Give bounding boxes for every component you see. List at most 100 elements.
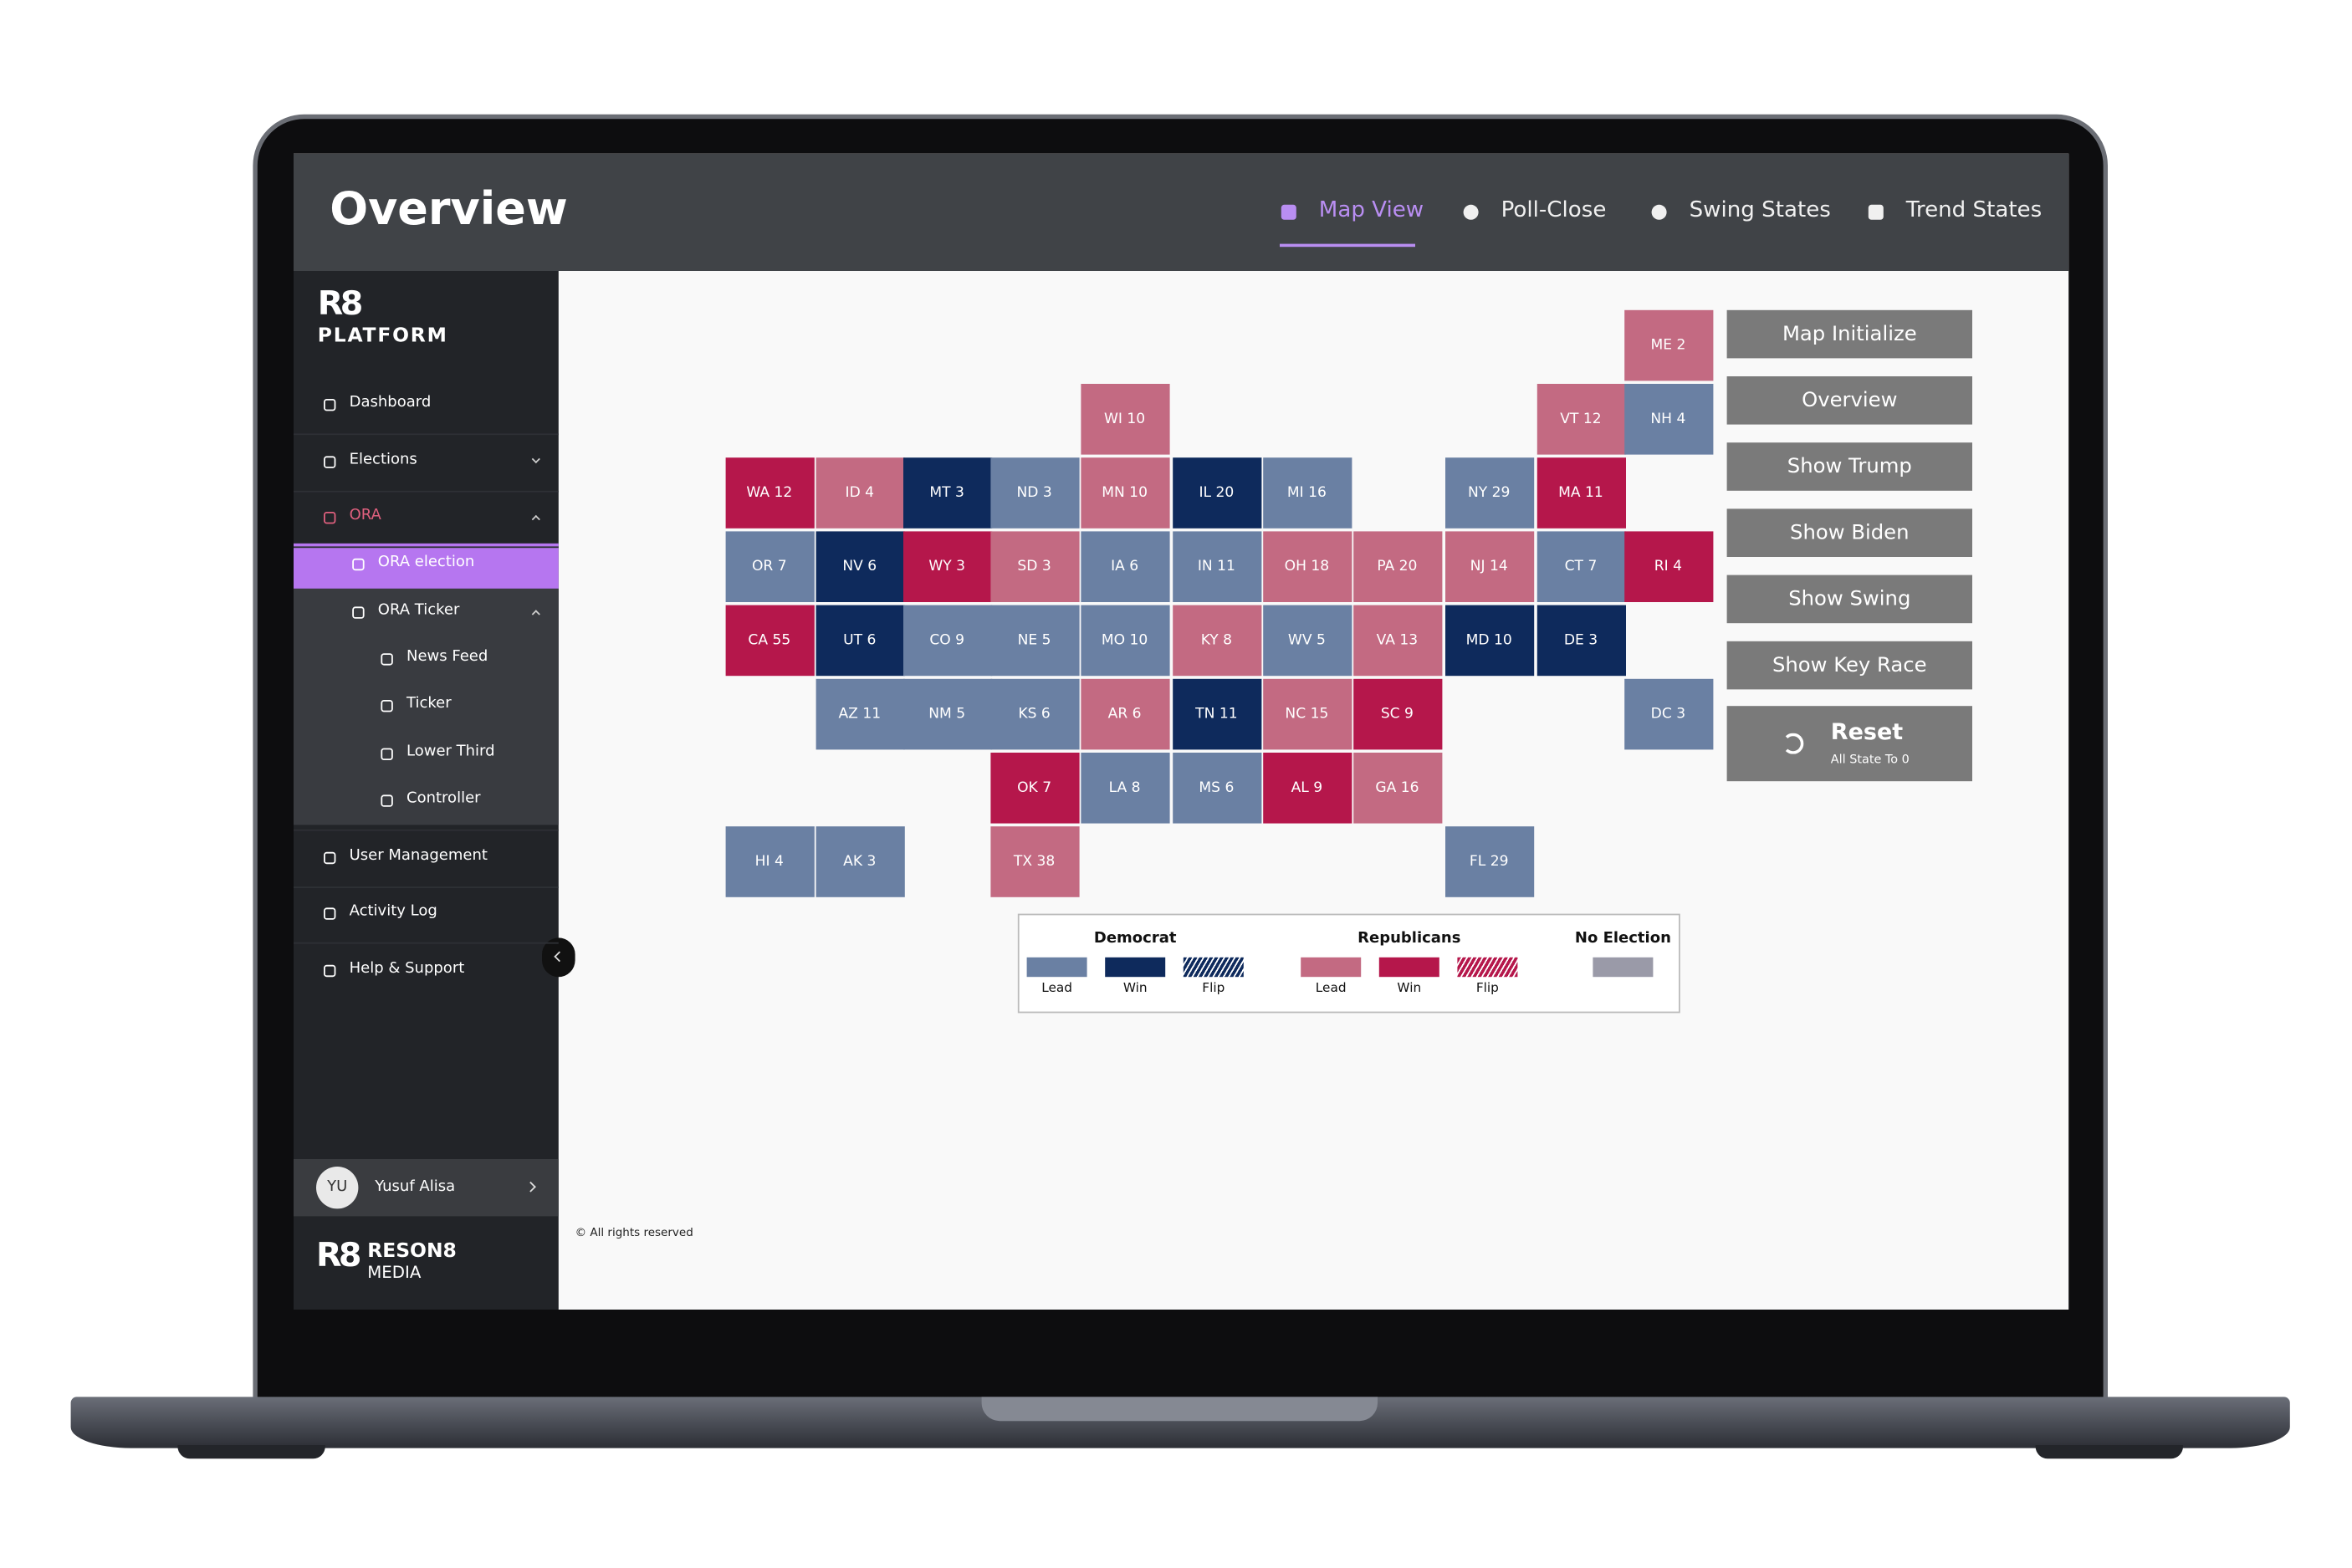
legend-swatch (1026, 957, 1087, 978)
action-button[interactable]: Overview (1726, 376, 1972, 425)
state-tile[interactable]: AZ 11 (815, 677, 904, 749)
state-tile[interactable]: AL 9 (1262, 752, 1352, 823)
action-button[interactable]: Show Biden (1726, 508, 1972, 557)
state-tile[interactable]: ND 3 (989, 457, 1079, 528)
state-tile[interactable]: AK 3 (815, 825, 904, 896)
state-tile[interactable]: ID 4 (815, 457, 904, 528)
action-button[interactable]: Map Initialize (1726, 309, 1972, 359)
tab-icon (1868, 204, 1884, 220)
nav-item[interactable]: Help & Support (349, 960, 465, 978)
reset-label: Reset (1830, 718, 1904, 745)
state-tile[interactable]: OR 7 (724, 530, 814, 602)
legend-swatch (1105, 957, 1166, 978)
legend-swatch (1183, 957, 1244, 978)
state-tile[interactable]: CT 7 (1536, 530, 1626, 602)
state-tile[interactable]: AR 6 (1080, 677, 1169, 749)
nav-item[interactable]: News Feed (406, 648, 488, 666)
collapse-button[interactable] (542, 937, 575, 978)
state-tile[interactable]: SC 9 (1352, 677, 1442, 749)
state-tile[interactable]: VA 13 (1352, 604, 1442, 676)
state-tile[interactable]: WY 3 (902, 530, 992, 602)
tab-icon (1281, 204, 1296, 220)
action-button[interactable]: Show Swing (1726, 575, 1972, 624)
reset-button[interactable] (1726, 706, 1972, 782)
state-tile[interactable]: SD 3 (989, 530, 1079, 602)
nav-divider (294, 490, 559, 493)
state-tile[interactable]: GA 16 (1352, 752, 1442, 823)
state-tile[interactable]: OK 7 (989, 752, 1079, 823)
nav-divider (294, 942, 559, 944)
legend-label: Win (1122, 981, 1148, 997)
nav-icon (324, 456, 336, 468)
state-tile[interactable]: NM 5 (902, 677, 992, 749)
state-tile[interactable]: CO 9 (902, 604, 992, 676)
copyright: © All rights reserved (575, 1225, 693, 1239)
nav-item[interactable]: Activity Log (349, 903, 437, 920)
tab[interactable]: Map View (1318, 198, 1424, 223)
nav-item[interactable]: Dashboard (349, 394, 432, 411)
action-button[interactable]: Show Trump (1726, 442, 1972, 491)
state-tile[interactable]: MD 10 (1444, 604, 1534, 676)
state-tile[interactable]: WI 10 (1080, 383, 1169, 454)
state-tile[interactable]: NY 29 (1444, 457, 1534, 528)
state-tile[interactable]: DE 3 (1536, 604, 1626, 676)
state-tile[interactable]: PA 20 (1352, 530, 1442, 602)
state-tile[interactable]: NC 15 (1262, 677, 1352, 749)
nav-item[interactable]: Elections (349, 452, 417, 468)
state-tile[interactable]: NJ 14 (1444, 530, 1534, 602)
nav-item[interactable]: Lower Third (406, 743, 495, 760)
state-tile[interactable]: TX 38 (989, 825, 1079, 896)
state-tile[interactable]: LA 8 (1080, 752, 1169, 823)
nav-item[interactable]: User Management (349, 847, 488, 865)
screen: Overview R8 PLATFORM YU Yusuf Alisa R8 R… (294, 153, 2069, 1310)
footer-logo: R8 (316, 1237, 361, 1275)
nav-divider (294, 546, 559, 549)
legend-swatch (1593, 957, 1654, 978)
laptop-notch (981, 1397, 1378, 1422)
nav-item[interactable]: Controller (406, 790, 481, 807)
state-tile[interactable]: ME 2 (1623, 309, 1713, 381)
state-tile[interactable]: IL 20 (1172, 457, 1261, 528)
page-title: Overview (330, 183, 568, 237)
state-tile[interactable]: MS 6 (1172, 752, 1261, 823)
nav-icon (381, 794, 393, 807)
state-tile[interactable]: OH 18 (1262, 530, 1352, 602)
brand-logo: R8 (317, 286, 363, 324)
laptop-foot (2035, 1445, 2183, 1459)
state-tile[interactable]: DC 3 (1623, 677, 1713, 749)
nav-icon (352, 558, 365, 571)
nav-icon (324, 851, 336, 865)
state-tile[interactable]: KY 8 (1172, 604, 1261, 676)
state-tile[interactable]: MA 11 (1536, 457, 1626, 528)
state-tile[interactable]: RI 4 (1623, 530, 1713, 602)
tab[interactable]: Swing States (1689, 198, 1831, 223)
state-tile[interactable]: NV 6 (815, 530, 904, 602)
state-tile[interactable]: NH 4 (1623, 383, 1713, 454)
state-tile[interactable]: IA 6 (1080, 530, 1169, 602)
submenu-bg (294, 588, 559, 825)
tab[interactable]: Poll-Close (1501, 198, 1607, 223)
state-tile[interactable]: KS 6 (989, 677, 1079, 749)
state-tile[interactable]: VT 12 (1536, 383, 1626, 454)
tab[interactable]: Trend States (1905, 198, 2043, 223)
state-tile[interactable]: FL 29 (1444, 825, 1534, 896)
state-tile[interactable]: HI 4 (724, 825, 814, 896)
state-tile[interactable]: TN 11 (1172, 677, 1261, 749)
action-button[interactable]: Show Key Race (1726, 641, 1972, 690)
state-tile[interactable]: CA 55 (724, 604, 814, 676)
state-tile[interactable]: IN 11 (1172, 530, 1261, 602)
state-tile[interactable]: MO 10 (1080, 604, 1169, 676)
nav-item[interactable]: ORA (349, 507, 381, 524)
state-tile[interactable]: WV 5 (1262, 604, 1352, 676)
state-tile[interactable]: MT 3 (902, 457, 992, 528)
nav-item[interactable]: Ticker (406, 695, 452, 712)
state-tile[interactable]: WA 12 (724, 457, 814, 528)
nav-item[interactable]: ORA election (377, 554, 475, 571)
state-tile[interactable]: NE 5 (989, 604, 1079, 676)
nav-item[interactable]: ORA Ticker (377, 602, 460, 619)
footer-brand-name: RESON8 (367, 1240, 457, 1264)
state-tile[interactable]: MI 16 (1262, 457, 1352, 528)
state-tile[interactable]: UT 6 (815, 604, 904, 676)
state-tile[interactable]: MN 10 (1080, 457, 1169, 528)
